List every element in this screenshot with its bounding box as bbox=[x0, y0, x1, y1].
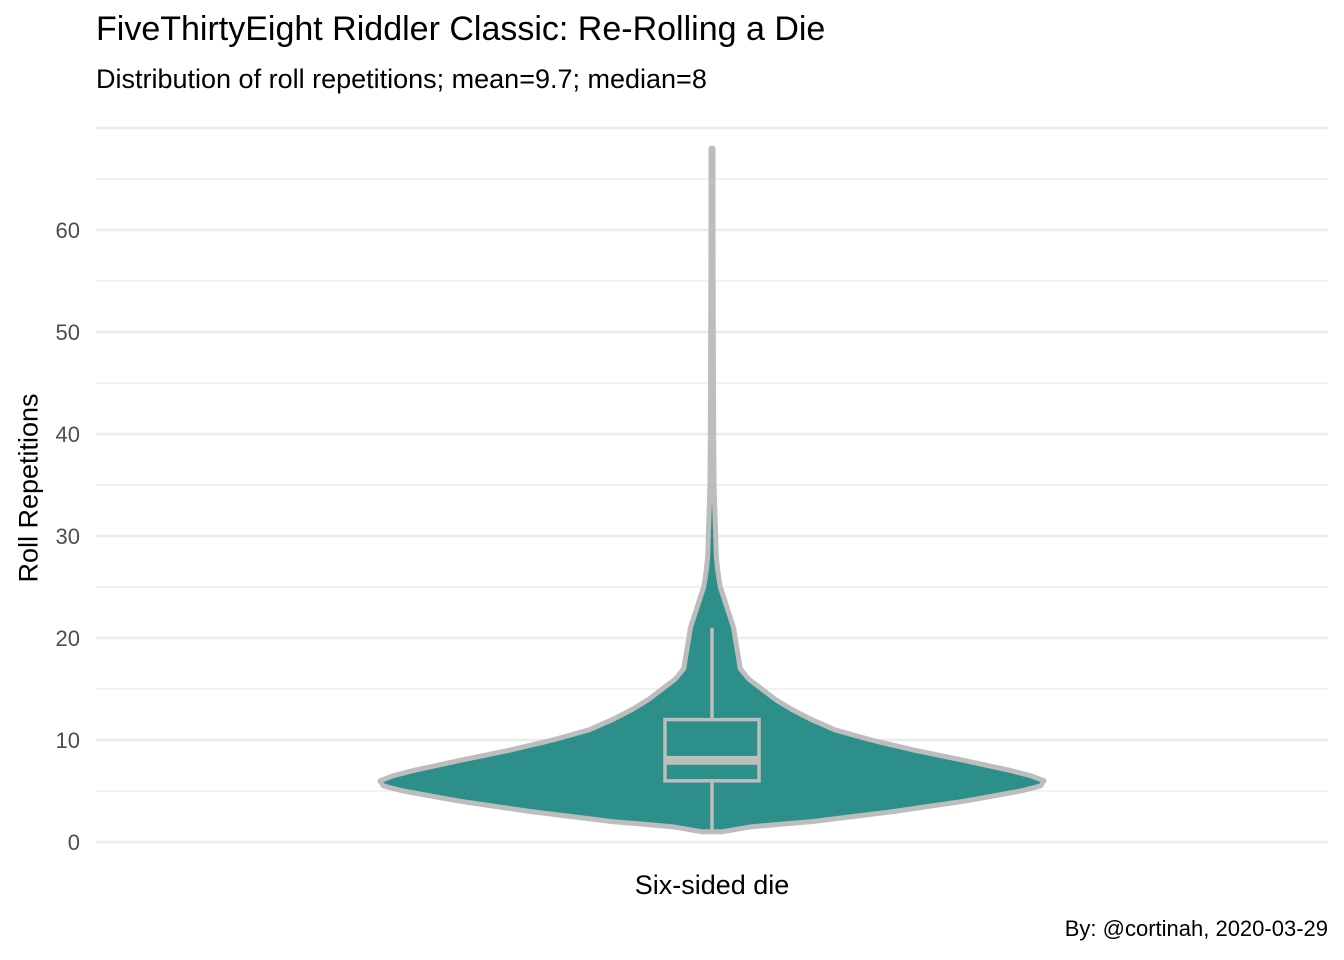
y-tick-label: 20 bbox=[56, 626, 80, 651]
y-tick-label: 10 bbox=[56, 728, 80, 753]
violin-shape bbox=[377, 145, 1047, 835]
y-tick-labels: 0 10 20 30 40 50 60 bbox=[56, 218, 80, 855]
chart-title: FiveThirtyEight Riddler Classic: Re-Roll… bbox=[96, 10, 826, 48]
chart-caption: By: @cortinah, 2020-03-29 bbox=[1064, 916, 1328, 941]
y-tick-label: 30 bbox=[56, 524, 80, 549]
box-iqr bbox=[663, 717, 761, 783]
chart-subtitle: Distribution of roll repetitions; mean=9… bbox=[96, 64, 707, 94]
y-tick-label: 0 bbox=[68, 830, 80, 855]
y-axis-label: Roll Repetitions bbox=[13, 393, 44, 583]
violin-group bbox=[377, 145, 1047, 835]
boxplot-group bbox=[663, 627, 761, 832]
y-tick-label: 40 bbox=[56, 422, 80, 447]
x-tick-label: Six-sided die bbox=[634, 870, 790, 900]
y-tick-label: 50 bbox=[56, 320, 80, 345]
y-tick-label: 60 bbox=[56, 218, 80, 243]
